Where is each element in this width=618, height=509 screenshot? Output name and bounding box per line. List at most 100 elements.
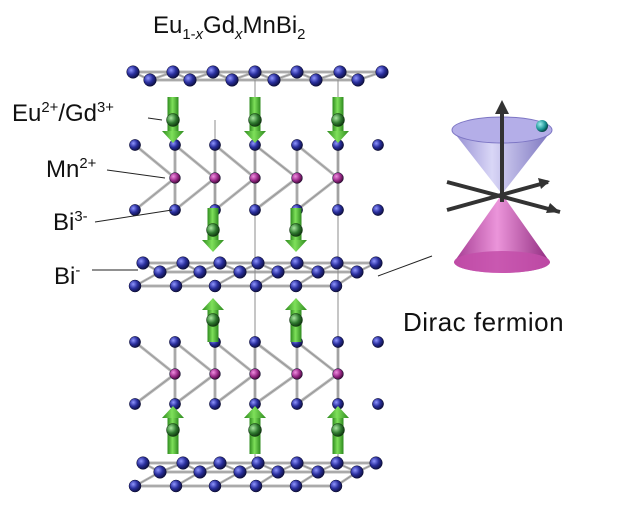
bi-atom <box>332 204 344 216</box>
bi-atom <box>330 456 344 470</box>
bi-atom <box>350 265 364 279</box>
eu-gd-atom <box>166 423 180 437</box>
arrow-head <box>327 131 349 143</box>
bi-atom <box>291 398 303 410</box>
arrow-head <box>327 406 349 418</box>
bi-atom <box>291 139 303 151</box>
bond-edge <box>174 177 216 211</box>
bi-atom <box>329 279 343 293</box>
bi-atom <box>136 456 150 470</box>
leader-line <box>377 255 433 277</box>
dirac-cone-icon <box>446 100 561 273</box>
bi-atom <box>153 265 167 279</box>
bond-edge <box>134 144 176 179</box>
bi-atom <box>193 265 207 279</box>
bond-edge <box>214 341 256 375</box>
bond-edge <box>296 341 339 375</box>
bi-atom <box>249 279 263 293</box>
bi-atom <box>290 65 304 79</box>
arrow-head <box>202 240 224 252</box>
bi-atom <box>233 465 247 479</box>
bond-edge <box>134 177 176 211</box>
bi-atom <box>213 456 227 470</box>
bi-atom <box>351 73 365 87</box>
mn-atom <box>291 172 303 184</box>
bi-atom <box>213 256 227 270</box>
bi-atom <box>311 465 325 479</box>
electron-icon <box>536 120 548 132</box>
label-bi1: Bi- <box>54 263 81 290</box>
energy-axis-head <box>495 100 509 114</box>
bi-atom <box>271 265 285 279</box>
arrow-head <box>162 131 184 143</box>
bi-atom <box>289 279 303 293</box>
k-axis <box>446 180 549 212</box>
bi-atom <box>176 256 190 270</box>
bi-atom <box>129 398 141 410</box>
k-axis-head <box>546 203 560 213</box>
bi-atom <box>248 65 262 79</box>
bi-atom <box>166 65 180 79</box>
bi-atom <box>350 465 364 479</box>
mn-atom <box>209 172 221 184</box>
eu-gd-atom <box>206 313 220 327</box>
formula-title: Eu1-xGdxMnBi2 <box>153 12 306 43</box>
bi-atom <box>129 336 141 348</box>
arrow-head <box>202 298 224 310</box>
bond-edge <box>254 177 298 211</box>
bi-atom <box>225 73 239 87</box>
bond-edge <box>254 373 298 405</box>
eu-gd-atom <box>166 113 180 127</box>
label-mn: Mn2+ <box>46 156 97 183</box>
bi-atom <box>169 479 183 493</box>
bi-atom <box>129 204 141 216</box>
atom-layer <box>126 65 389 493</box>
arrow-head <box>244 406 266 418</box>
label-eu-gd: Eu2+/Gd3+ <box>12 100 114 127</box>
label-leader-lines <box>92 117 433 277</box>
bi-atom <box>249 336 261 348</box>
bi-atom <box>206 65 220 79</box>
leader-line <box>106 169 166 179</box>
arrow-head <box>285 240 307 252</box>
label-dirac-fermion: Dirac fermion <box>403 307 565 337</box>
bond-edge <box>174 144 216 179</box>
bond-edge <box>134 373 176 405</box>
bi-atom <box>333 65 347 79</box>
bi-atom <box>169 336 181 348</box>
bi-atom <box>233 265 247 279</box>
mn-atom <box>332 172 344 184</box>
bi-atom <box>208 479 222 493</box>
bi-atom <box>249 204 261 216</box>
bi-atom <box>169 139 181 151</box>
k-axis-head <box>538 178 550 189</box>
arrow-head <box>244 131 266 143</box>
bond-edge <box>296 177 339 211</box>
bond-edge <box>174 373 216 405</box>
eu-gd-atom <box>248 423 262 437</box>
bi-atom <box>143 73 157 87</box>
bi-atom <box>290 256 304 270</box>
bi-atom <box>249 479 263 493</box>
bi-atom <box>289 479 303 493</box>
mn-atom <box>169 172 181 184</box>
leader-line <box>147 117 163 121</box>
lower-cone-base <box>454 251 550 273</box>
bi-atom <box>332 336 344 348</box>
bond-edge <box>296 144 339 179</box>
bi-atom <box>251 256 265 270</box>
bond-edge <box>214 177 256 211</box>
bond-edge <box>214 373 256 405</box>
bi-atom <box>309 73 323 87</box>
bi-atom <box>290 456 304 470</box>
bi-atom <box>330 256 344 270</box>
bond-edge <box>254 144 298 179</box>
bond-edge <box>296 373 339 405</box>
mn-atom <box>169 368 181 380</box>
eu-gd-atom <box>331 113 345 127</box>
bi-atom <box>128 479 142 493</box>
eu-gd-atom <box>289 313 303 327</box>
bi-atom <box>169 279 183 293</box>
bi-atom <box>129 139 141 151</box>
bi-atom <box>271 465 285 479</box>
